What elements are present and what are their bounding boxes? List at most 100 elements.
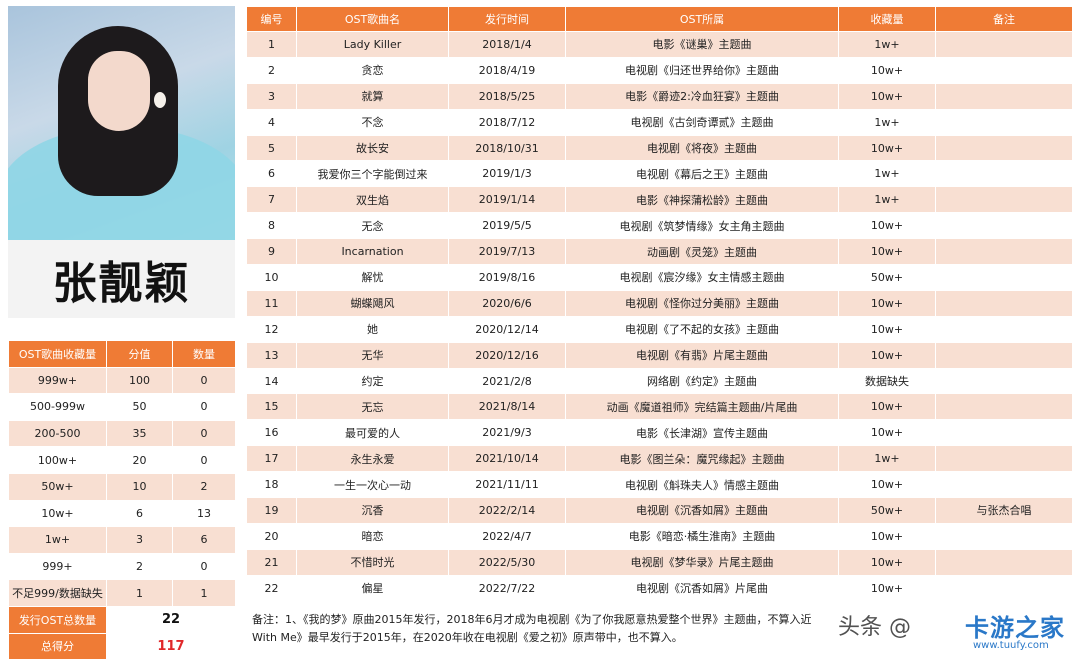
remark — [935, 367, 1073, 395]
favorites: 10w+ — [838, 212, 936, 240]
row-no: 12 — [246, 315, 297, 343]
tier-points: 35 — [106, 419, 173, 448]
tier-label: 500-999w — [8, 393, 107, 421]
release-date: 2018/10/31 — [448, 134, 566, 162]
tier-count: 0 — [172, 419, 236, 448]
row-no: 3 — [246, 82, 297, 110]
score-header-points: 分值 — [106, 340, 173, 368]
release-date: 2018/7/12 — [448, 108, 566, 136]
score-table-body: 999w+ 100 0 500-999w 50 0 200-500 35 0 100w+ 20 0 50… — [8, 366, 236, 607]
remark — [935, 160, 1073, 188]
total-score-row: 总得分 117 — [8, 632, 236, 660]
release-date: 2022/4/7 — [448, 522, 566, 550]
tier-count: 0 — [172, 552, 236, 581]
favorites: 10w+ — [838, 522, 936, 550]
row-no: 14 — [246, 367, 297, 395]
ost-source: 电视剧《了不起的女孩》主题曲 — [565, 315, 839, 343]
song-name: 偏星 — [296, 574, 449, 602]
score-header-tier: OST歌曲收藏量 — [8, 340, 107, 368]
ost-row: 2 贪恋 2018/4/19 电视剧《归还世界给你》主题曲 10w+ — [246, 56, 1073, 84]
ost-row: 16 最可爱的人 2021/9/3 电影《长津湖》宣传主题曲 10w+ — [246, 419, 1073, 447]
row-no: 20 — [246, 522, 297, 550]
release-date: 2020/12/16 — [448, 341, 566, 369]
song-name: 贪恋 — [296, 56, 449, 84]
row-no: 10 — [246, 264, 297, 291]
ost-source: 电影《暗恋·橘生淮南》主题曲 — [565, 522, 839, 550]
ost-source: 电视剧《古剑奇谭贰》主题曲 — [565, 108, 839, 136]
ost-row: 9 Incarnation 2019/7/13 动画剧《灵笼》主题曲 10w+ — [246, 238, 1073, 266]
song-name: 一生一次心一动 — [296, 471, 449, 499]
ost-row: 20 暗恋 2022/4/7 电影《暗恋·橘生淮南》主题曲 10w+ — [246, 522, 1073, 550]
ost-source: 电影《爵迹2:冷血狂宴》主题曲 — [565, 82, 839, 110]
site-watermark-name: 卡游之家 — [965, 614, 1065, 642]
tier-count: 1 — [172, 579, 236, 607]
score-row: 999+ 2 0 — [8, 552, 236, 581]
favorites: 50w+ — [838, 264, 936, 291]
release-date: 2021/9/3 — [448, 419, 566, 447]
row-no: 2 — [246, 56, 297, 84]
total-count-row: 发行OST总数量 22 — [8, 605, 236, 634]
favorites: 10w+ — [838, 548, 936, 576]
total-count-label: 发行OST总数量 — [8, 605, 107, 634]
score-row: 10w+ 6 13 — [8, 499, 236, 528]
favorites: 10w+ — [838, 289, 936, 317]
row-no: 21 — [246, 548, 297, 576]
ost-source: 电视剧《梦华录》片尾主题曲 — [565, 548, 839, 576]
favorites: 1w+ — [838, 108, 936, 136]
release-date: 2019/8/16 — [448, 264, 566, 291]
song-name: 无念 — [296, 212, 449, 240]
remark — [935, 341, 1073, 369]
remark — [935, 264, 1073, 291]
favorites: 50w+ — [838, 497, 936, 524]
remark — [935, 82, 1073, 110]
remark: 与张杰合唱 — [935, 497, 1073, 524]
footnote-line-1: 备注：1、《我的梦》原曲2015年发行，2018年6月才成为电视剧《为了你我愿意… — [252, 613, 812, 626]
tier-label: 1w+ — [8, 526, 107, 554]
tier-label: 10w+ — [8, 499, 107, 528]
toutiao-watermark: 头条 @ — [838, 615, 911, 640]
ost-source: 电视剧《将夜》主题曲 — [565, 134, 839, 162]
song-name: 解忧 — [296, 264, 449, 291]
favorites: 10w+ — [838, 574, 936, 602]
favorites: 10w+ — [838, 341, 936, 369]
row-no: 18 — [246, 471, 297, 499]
song-name: Lady Killer — [296, 31, 449, 58]
score-row: 200-500 35 0 — [8, 419, 236, 448]
artist-name-panel: 张靓颖 — [8, 240, 235, 318]
score-table: OST歌曲收藏量 分值 数量 999w+ 100 0 500-999w 50 0 200-5… — [8, 340, 236, 660]
row-no: 13 — [246, 341, 297, 369]
tier-points: 1 — [106, 579, 173, 607]
song-name: 双生焰 — [296, 186, 449, 214]
song-name: 永生永爱 — [296, 445, 449, 473]
header-favorites: 收藏量 — [838, 6, 936, 32]
favorites: 10w+ — [838, 134, 936, 162]
photo-earring — [154, 92, 166, 108]
favorites: 10w+ — [838, 419, 936, 447]
ost-row: 15 无忘 2021/8/14 动画《魔道祖师》完结篇主题曲/片尾曲 10w+ — [246, 393, 1073, 421]
song-name: 约定 — [296, 367, 449, 395]
site-watermark-url: www.tuufy.com — [973, 640, 1049, 651]
remark — [935, 238, 1073, 266]
row-no: 11 — [246, 289, 297, 317]
remark — [935, 471, 1073, 499]
ost-source: 动画《魔道祖师》完结篇主题曲/片尾曲 — [565, 393, 839, 421]
song-name: 不惜时光 — [296, 548, 449, 576]
score-row: 不足999/数据缺失 1 1 — [8, 579, 236, 607]
ost-row: 18 一生一次心一动 2021/11/11 电视剧《斛珠夫人》情感主题曲 10w+ — [246, 471, 1073, 499]
tier-label: 100w+ — [8, 446, 107, 474]
song-name: 故长安 — [296, 134, 449, 162]
tier-points: 2 — [106, 552, 173, 581]
ost-row: 5 故长安 2018/10/31 电视剧《将夜》主题曲 10w+ — [246, 134, 1073, 162]
footnote: 备注：1、《我的梦》原曲2015年发行，2018年6月才成为电视剧《为了你我愿意… — [252, 611, 1072, 647]
score-header-count: 数量 — [172, 340, 236, 368]
total-count-value: 22 — [106, 605, 236, 634]
ost-row: 8 无念 2019/5/5 电视剧《筑梦情缘》女主角主题曲 10w+ — [246, 212, 1073, 240]
song-name: 我爱你三个字能倒过来 — [296, 160, 449, 188]
tier-count: 2 — [172, 472, 236, 501]
release-date: 2019/1/14 — [448, 186, 566, 214]
release-date: 2018/1/4 — [448, 31, 566, 58]
row-no: 15 — [246, 393, 297, 421]
tier-count: 0 — [172, 393, 236, 421]
remark — [935, 419, 1073, 447]
header-no: 编号 — [246, 6, 297, 32]
